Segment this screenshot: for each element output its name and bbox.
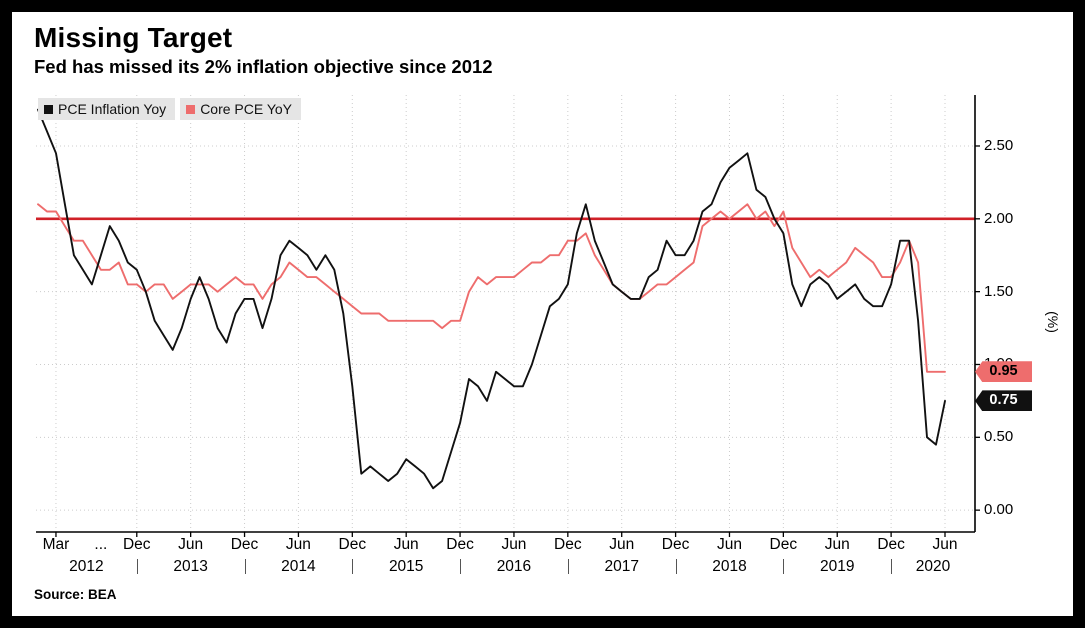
- chart-title: Missing Target: [34, 22, 233, 53]
- y-axis-label: 2.00: [984, 209, 1014, 227]
- year-label: 2012: [69, 558, 104, 575]
- y-axis-unit-label: (%): [1044, 311, 1061, 333]
- y-axis-label: 2.50: [984, 136, 1014, 154]
- series-line-pce: [37, 108, 946, 490]
- series-line-core-pce: [37, 203, 946, 373]
- x-axis-label: Dec: [554, 536, 582, 553]
- pce-series-swatch-icon: [44, 104, 53, 114]
- x-axis-label: Jun: [393, 536, 419, 553]
- year-label: 2016: [496, 558, 532, 575]
- x-axis-label: Dec: [661, 536, 690, 553]
- x-axis-label: Dec: [769, 536, 798, 553]
- x-axis-label: Mar: [42, 536, 70, 553]
- x-axis-label: Jun: [932, 536, 958, 553]
- x-axis-label: Jun: [178, 536, 204, 553]
- source-note: Source: BEA: [34, 587, 117, 602]
- x-axis-label: Jun: [609, 536, 635, 553]
- legend-label-core-pce: Core PCE YoY: [200, 101, 293, 117]
- last-value-badge-pce: 0.75: [975, 390, 1032, 412]
- chart-subtitle: Fed has missed its 2% inflation objectiv…: [34, 56, 493, 77]
- y-axis-label: 0.50: [984, 428, 1014, 446]
- year-separator-tick: [783, 559, 785, 574]
- year-label: 2017: [604, 558, 639, 575]
- chart-panel: Missing Target Fed has missed its 2% inf…: [12, 12, 1073, 616]
- plot-canvas: [36, 95, 980, 537]
- legend-item-pce: PCE Inflation Yoy: [38, 98, 176, 120]
- x-axis-label: Jun: [824, 536, 850, 553]
- last-value-badge-core-pce: 0.95: [975, 361, 1032, 383]
- year-separator-tick: [244, 559, 246, 574]
- year-label: 2015: [388, 558, 424, 575]
- year-separator-tick: [460, 559, 462, 574]
- x-axis-label: Dec: [338, 536, 367, 553]
- year-separator-tick: [675, 559, 677, 574]
- core-pce-series-swatch-icon: [186, 104, 196, 114]
- year-separator-tick: [352, 559, 354, 574]
- legend-item-core-pce: Core PCE YoY: [180, 98, 302, 120]
- x-axis-label: Jun: [501, 536, 527, 553]
- year-label: 2020: [915, 558, 951, 575]
- year-label: 2019: [819, 558, 855, 575]
- x-axis-label: Dec: [230, 536, 259, 553]
- year-label: 2018: [712, 558, 747, 575]
- y-axis-label: 0.00: [984, 501, 1014, 519]
- x-axis-label: Jun: [285, 536, 311, 553]
- year-separator-tick: [567, 559, 569, 574]
- x-axis-label: Dec: [877, 536, 905, 553]
- chart-legend: PCE Inflation Yoy Core PCE YoY: [38, 98, 302, 120]
- x-axis-label: Dec: [446, 536, 474, 553]
- year-label: 2014: [281, 558, 316, 575]
- year-label: 2013: [173, 558, 208, 575]
- x-axis-label: ...: [94, 536, 108, 553]
- year-separator-tick: [136, 559, 138, 574]
- y-axis-label: 1.50: [984, 282, 1014, 300]
- x-axis-label: Dec: [122, 536, 151, 553]
- year-separator-tick: [891, 559, 893, 574]
- x-axis-label: Jun: [716, 536, 742, 553]
- legend-label-pce: PCE Inflation Yoy: [58, 101, 167, 117]
